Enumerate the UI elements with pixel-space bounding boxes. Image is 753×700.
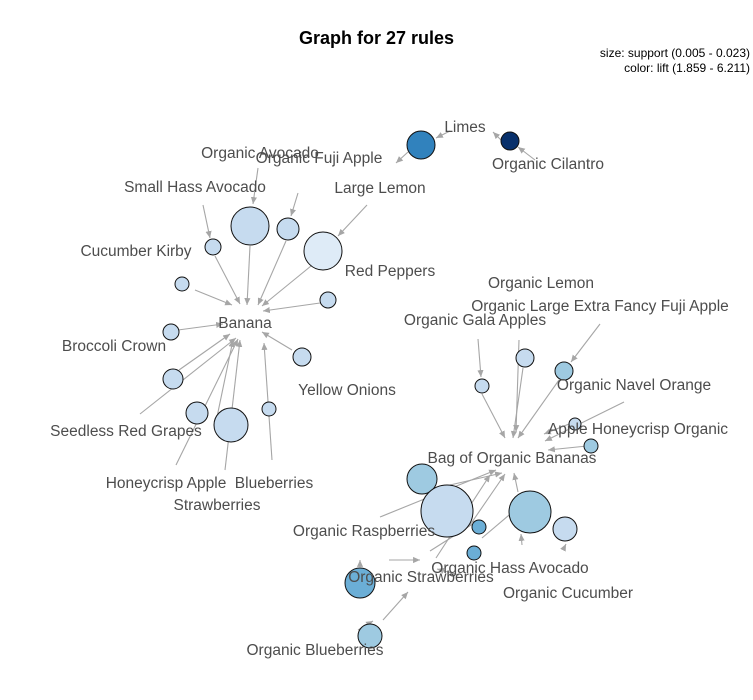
- edge-arrow: [202, 204, 212, 239]
- edge-arrow: [382, 591, 409, 621]
- label-small-hass-avocado: Small Hass Avocado: [124, 179, 266, 196]
- label-organic-raspberries: Organic Raspberries: [293, 523, 435, 540]
- label-honeycrisp-apple: Honeycrisp Apple: [106, 475, 227, 492]
- label-apple-honeycrisp-organic: Apple Honeycrisp Organic: [548, 421, 728, 438]
- edge-arrow: [262, 302, 321, 314]
- label-bag-of-organic-bananas: Bag of Organic Bananas: [428, 450, 597, 467]
- edge-arrow: [547, 445, 588, 453]
- edge-arrow: [261, 265, 312, 307]
- label-blueberries: Blueberries: [235, 475, 314, 492]
- label-organic-blueberries: Organic Blueberries: [247, 642, 384, 659]
- edge-arrow: [560, 543, 567, 552]
- label-seedless-red-grapes: Seedless Red Grapes: [50, 423, 202, 440]
- label-organic-navel-orange: Organic Navel Orange: [557, 377, 711, 394]
- legend-size-text: size: support (0.005 - 0.023): [599, 46, 750, 60]
- label-organic-strawberries: Organic Strawberries: [348, 569, 494, 586]
- rule-node-lemon-rule: [303, 231, 343, 271]
- label-organic-cucumber: Organic Cucumber: [503, 585, 633, 602]
- rule-node-cilantro-rule: [500, 131, 520, 151]
- label-red-peppers: Red Peppers: [345, 263, 436, 280]
- edge-arrow: [518, 533, 525, 546]
- edge-arrow: [244, 245, 251, 306]
- label-yellow-onions: Yellow Onions: [298, 382, 396, 399]
- edge-arrow: [435, 130, 451, 139]
- edge-arrow: [290, 192, 299, 217]
- rule-node-orgblue-rule: [357, 623, 383, 649]
- label-organic-gala-apples: Organic Gala Apples: [404, 312, 546, 329]
- edge-arrow: [517, 379, 560, 439]
- rule-node-hass-small-rule: [471, 519, 487, 535]
- edge-arrow: [469, 473, 506, 526]
- rule-node-redpeppers-rule: [319, 291, 337, 309]
- edges-layer: [139, 130, 625, 631]
- label-strawberries: Strawberries: [174, 497, 261, 514]
- rule-node-orgstraw-rule: [344, 567, 376, 599]
- edge-arrow: [257, 240, 287, 306]
- label-organic-avocado: Organic Avocado: [201, 145, 319, 162]
- rule-node-navel-rule: [568, 417, 582, 431]
- edge-arrow: [224, 339, 243, 471]
- graph-title: Graph for 27 rules: [298, 28, 455, 48]
- edge-arrow: [570, 323, 601, 363]
- rule-node-raspberries-rule: [406, 463, 438, 495]
- rule-node-hass-small2-rule: [466, 545, 482, 561]
- edge-arrow: [544, 401, 625, 442]
- rule-node-cucumber-rule: [552, 516, 578, 542]
- edge-arrow: [216, 339, 235, 418]
- edge-arrow: [261, 331, 293, 351]
- edge-arrow: [512, 472, 519, 493]
- rule-node-kirby-rule: [174, 276, 190, 292]
- edge-arrow: [261, 342, 273, 461]
- edge-arrow: [214, 255, 241, 305]
- rule-node-strawberries-rule: [213, 407, 249, 443]
- rule-node-broccoli-rule: [162, 323, 180, 341]
- edge-arrow: [194, 289, 233, 306]
- label-organic-lemon: Organic Lemon: [488, 275, 594, 292]
- label-cucumber-kirby: Cucumber Kirby: [80, 243, 191, 260]
- edge-arrow: [517, 146, 536, 161]
- edge-arrow: [175, 338, 239, 466]
- edge-arrow: [436, 567, 460, 576]
- rule-node-fancyfuji-rule: [554, 361, 574, 381]
- rule-node-honeycrisporg-rule: [583, 438, 599, 454]
- edge-arrow: [492, 131, 503, 142]
- label-organic-fuji-apple: Organic Fuji Apple: [256, 150, 383, 167]
- edge-arrow: [178, 333, 231, 371]
- legend-color-text: color: lift (1.859 - 6.211): [624, 61, 750, 75]
- edge-arrow: [510, 367, 524, 439]
- labels-layer: Limes Organic Cilantro Organic Avocado O…: [50, 119, 729, 659]
- edge-arrow: [250, 167, 259, 205]
- rule-node-grapes-rule: [162, 368, 184, 390]
- rule-node-gala-rule: [474, 378, 490, 394]
- rule-node-smallhass-rule: [204, 238, 222, 256]
- label-organic-hass-avocado: Organic Hass Avocado: [431, 560, 588, 577]
- rule-node-fuji-rule: [276, 217, 300, 241]
- edge-arrow: [477, 338, 484, 378]
- label-organic-cilantro: Organic Cilantro: [492, 156, 604, 173]
- edge-arrow: [139, 337, 237, 415]
- label-broccoli-crown: Broccoli Crown: [62, 338, 166, 355]
- rule-node-onions-rule: [292, 347, 312, 367]
- label-banana: Banana: [218, 315, 272, 332]
- edge-arrow: [481, 393, 506, 439]
- edge-arrow: [449, 471, 503, 486]
- rule-node-lemonorg-rule: [515, 348, 535, 368]
- label-large-lemon: Large Lemon: [334, 180, 425, 197]
- edge-arrow: [395, 151, 409, 164]
- rule-node-hass-rule: [508, 490, 552, 534]
- rule-nodes-layer: [162, 130, 599, 649]
- label-organic-large-extra-fancy-fuji-apple: Organic Large Extra Fancy Fuji Apple: [471, 298, 729, 315]
- edge-arrow: [177, 321, 224, 331]
- edge-arrow: [543, 423, 570, 435]
- label-limes: Limes: [444, 119, 486, 136]
- rule-node-blueberries-rule: [261, 401, 277, 417]
- rule-node-big-rule: [420, 484, 474, 538]
- rule-node-honeycrisp-rule: [185, 401, 209, 425]
- rule-node-avocado-rule: [230, 206, 270, 246]
- rule-node-limes-rule: [406, 130, 436, 160]
- edge-arrow: [337, 204, 368, 237]
